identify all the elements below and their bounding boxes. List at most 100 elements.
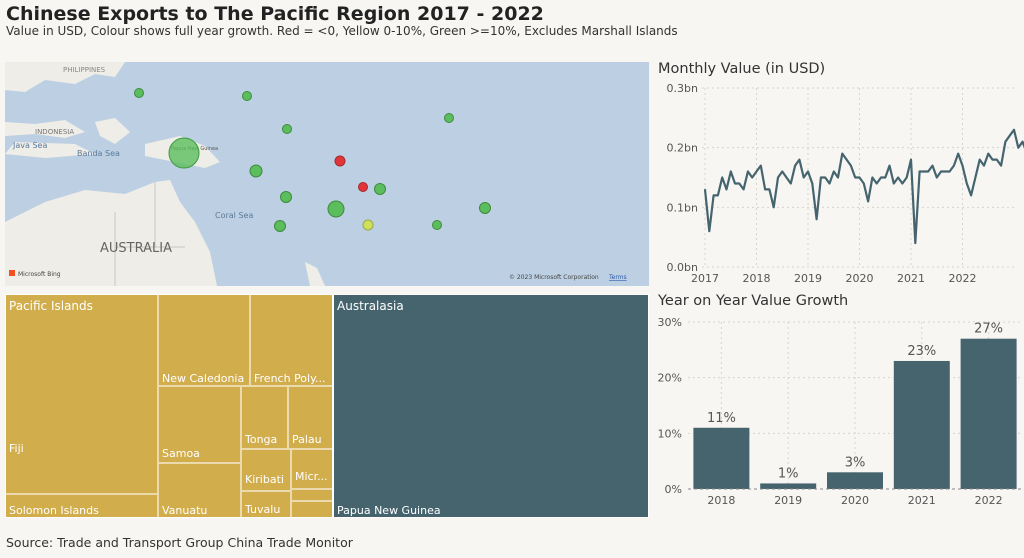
line-point[interactable] [730,170,732,173]
line-point[interactable] [712,194,715,196]
treemap-visual[interactable]: Pacific Islands Fiji Solomon Islands New… [5,294,649,518]
line-point[interactable] [996,159,998,161]
treemap-tile-fiji[interactable]: Fiji [5,294,158,494]
line-point[interactable] [708,230,710,232]
line-point[interactable] [906,176,908,179]
line-point[interactable] [1017,147,1019,149]
line-point[interactable] [880,176,882,179]
line-point[interactable] [949,170,951,173]
line-point[interactable] [1000,164,1002,167]
line-point[interactable] [923,170,925,173]
bubble-5[interactable] [249,164,263,178]
bar-2018[interactable] [693,427,750,489]
line-point[interactable] [1004,141,1007,143]
line-point[interactable] [820,176,822,179]
line-point[interactable] [828,182,831,185]
line-point[interactable] [953,164,955,167]
line-series[interactable] [703,94,1024,245]
line-point[interactable] [931,164,934,167]
line-point[interactable] [884,176,886,179]
bubble-6[interactable] [334,155,346,167]
line-point[interactable] [846,159,848,161]
line-point[interactable] [837,176,839,179]
line-point[interactable] [777,176,779,179]
line-point[interactable] [764,188,766,191]
treemap-tile-solomon-islands[interactable]: Solomon Islands [5,494,158,518]
line-point[interactable] [751,176,753,179]
line-point[interactable] [841,153,843,155]
line-point[interactable] [811,182,813,185]
treemap-tile-tonga[interactable]: Tonga [241,386,288,449]
line-point[interactable] [768,188,770,191]
bubble-13[interactable] [432,220,442,230]
line-point[interactable] [1021,141,1024,143]
line-point[interactable] [979,159,981,161]
line-point[interactable] [738,182,740,185]
bubble-2[interactable] [242,91,252,101]
line-point[interactable] [974,176,976,179]
line-point[interactable] [717,194,719,196]
line-point[interactable] [747,170,749,173]
line-point[interactable] [914,242,916,244]
treemap-tile-vanuatu[interactable]: Vanuatu [158,463,241,518]
treemap-tile-small-2[interactable] [291,501,333,518]
line-point[interactable] [850,164,852,167]
map-visual[interactable]: PHILIPPINES INDONESIA Java Sea Banda Sea… [5,62,649,286]
bubble-png[interactable] [168,137,200,169]
bar-2020[interactable] [827,472,883,489]
line-point[interactable] [833,170,835,173]
line-point[interactable] [803,176,805,179]
line-point[interactable] [901,182,904,185]
line-point[interactable] [858,176,861,179]
treemap-tile-kiribati[interactable]: Kiribati [241,449,291,491]
line-point[interactable] [957,153,959,155]
line-point[interactable] [944,170,946,173]
line-point[interactable] [897,176,899,179]
line-point[interactable] [863,182,865,185]
line-point[interactable] [794,164,796,167]
line-point[interactable] [983,164,985,167]
treemap-tile-new-caledonia[interactable]: New Caledonia [158,294,250,386]
line-point[interactable] [910,159,912,161]
bar-2022[interactable] [960,338,1017,489]
line-point[interactable] [936,176,938,179]
line-point[interactable] [867,200,869,202]
line-point[interactable] [961,164,964,167]
line-point[interactable] [927,170,929,173]
bubble-9[interactable] [280,191,292,203]
line-point[interactable] [876,182,878,185]
treemap-tile-palau[interactable]: Palau [288,386,333,449]
treemap-tile-micronesia[interactable]: Micr... [291,449,333,489]
line-point[interactable] [785,176,788,179]
line-point[interactable] [987,153,989,155]
line-point[interactable] [871,176,873,179]
line-point[interactable] [940,170,942,173]
line-point[interactable] [773,206,775,208]
treemap-group-australasia[interactable]: Australasia Papua New Guinea [333,294,649,518]
bubble-1[interactable] [134,88,144,98]
line-point[interactable] [760,164,762,167]
line-point[interactable] [824,176,826,179]
line-point[interactable] [704,188,706,191]
line-point[interactable] [815,218,818,220]
bubble-12[interactable] [362,219,374,231]
line-point[interactable] [1009,135,1011,137]
line-point[interactable] [1013,129,1015,131]
line-point[interactable] [781,170,783,173]
line-point[interactable] [721,176,723,179]
line-point[interactable] [725,188,728,191]
line-point[interactable] [966,182,968,185]
line-point[interactable] [854,176,856,179]
line-point[interactable] [755,170,758,173]
bubble-4[interactable] [444,113,454,123]
map-terms-link[interactable]: Terms [608,274,627,281]
treemap-tile-french-polynesia[interactable]: French Poly... [250,294,333,386]
treemap-tile-samoa[interactable]: Samoa [158,386,241,463]
bar-chart[interactable]: 0% 10% 20% 30% 11% 2018 1% 2019 3% 2020 23% 2021 27%… [654,310,1024,540]
bubble-7[interactable] [358,182,368,192]
line-point[interactable] [991,159,994,161]
line-point[interactable] [970,194,972,196]
line-point[interactable] [918,170,921,173]
line-point[interactable] [798,159,801,161]
bubble-14[interactable] [479,202,491,214]
